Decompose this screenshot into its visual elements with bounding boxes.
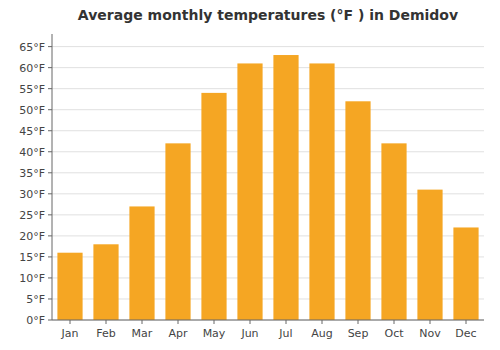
y-tick <box>48 214 52 215</box>
x-tick-label: Feb <box>96 327 115 340</box>
bar <box>129 206 154 320</box>
y-tick <box>48 130 52 131</box>
bar <box>93 244 118 320</box>
grid-line <box>52 130 484 131</box>
x-tick-label: Dec <box>455 327 476 340</box>
y-tick-label: 20°F <box>19 230 45 243</box>
x-tick <box>106 320 107 324</box>
y-tick <box>48 88 52 89</box>
x-tick <box>70 320 71 324</box>
x-tick <box>394 320 395 324</box>
y-tick-label: 65°F <box>19 41 45 54</box>
y-tick-label: 30°F <box>19 188 45 201</box>
bar <box>417 190 442 320</box>
x-tick <box>466 320 467 324</box>
y-tick-label: 60°F <box>19 62 45 75</box>
y-tick <box>48 172 52 173</box>
x-tick <box>430 320 431 324</box>
x-tick <box>322 320 323 324</box>
y-tick-label: 35°F <box>19 167 45 180</box>
grid-line <box>52 151 484 152</box>
grid-line <box>52 67 484 68</box>
x-tick-label: May <box>203 327 226 340</box>
x-tick-label: Oct <box>384 327 404 340</box>
bar <box>273 55 298 320</box>
y-tick-label: 45°F <box>19 125 45 138</box>
bar <box>165 143 190 320</box>
y-tick <box>48 193 52 194</box>
bars <box>57 55 478 320</box>
x-tick-label: Jun <box>240 327 258 340</box>
bar <box>57 253 82 320</box>
grid-line <box>52 88 484 89</box>
y-tick-label: 10°F <box>19 272 45 285</box>
y-tick-label: 15°F <box>19 251 45 264</box>
y-tick-label: 50°F <box>19 104 45 117</box>
y-tick <box>48 67 52 68</box>
x-tick-label: Mar <box>132 327 153 340</box>
x-tick <box>142 320 143 324</box>
x-axis-line <box>52 320 484 321</box>
y-tick <box>48 256 52 257</box>
bar <box>345 101 370 320</box>
x-tick-label: Jan <box>61 327 79 340</box>
x-tick-label: Sep <box>348 327 369 340</box>
y-tick-label: 5°F <box>26 293 45 306</box>
bar <box>201 93 226 320</box>
y-tick-label: 0°F <box>26 314 45 327</box>
y-tick <box>48 277 52 278</box>
chart-svg: Average monthly temperatures (°F ) in De… <box>0 0 500 350</box>
chart-title: Average monthly temperatures (°F ) in De… <box>78 7 458 23</box>
y-tick-label: 40°F <box>19 146 45 159</box>
grid-line <box>52 109 484 110</box>
x-tick-label: Apr <box>168 327 188 340</box>
x-tick <box>250 320 251 324</box>
bar <box>237 63 262 320</box>
y-tick-label: 25°F <box>19 209 45 222</box>
x-tick <box>214 320 215 324</box>
x-tick <box>178 320 179 324</box>
bar <box>453 227 478 320</box>
x-tick-label: Nov <box>419 327 441 340</box>
y-tick <box>48 109 52 110</box>
y-axis: 0°F 5°F 10°F 15°F 20°F 25°F 30°F 35°F 40°F 45°F 50… <box>19 34 52 327</box>
grid-line <box>52 46 484 47</box>
x-tick <box>286 320 287 324</box>
grid-line <box>52 172 484 173</box>
y-tick <box>48 46 52 47</box>
x-tick-label: Aug <box>311 327 332 340</box>
x-tick <box>358 320 359 324</box>
x-tick-label: Jul <box>278 327 292 340</box>
y-tick <box>48 151 52 152</box>
y-tick <box>48 298 52 299</box>
bar <box>381 143 406 320</box>
bar <box>309 63 334 320</box>
x-axis: Jan Feb Mar Apr May Jun Jul Aug Sep Oct Nov Dec <box>52 320 484 340</box>
y-tick-label: 55°F <box>19 83 45 96</box>
y-tick <box>48 320 52 321</box>
y-tick <box>48 235 52 236</box>
grid <box>52 47 484 320</box>
grid-line <box>52 320 484 321</box>
chart-container: Average monthly temperatures (°F ) in De… <box>0 0 500 350</box>
y-axis-line <box>52 34 53 320</box>
